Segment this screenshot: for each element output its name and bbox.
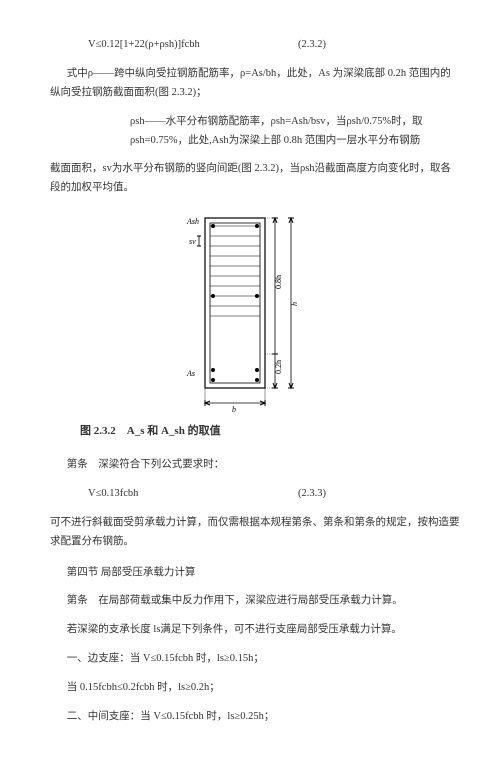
clause-formula-cond: 第条 深梁符合下列公式要求时： bbox=[50, 456, 460, 475]
para-support-length: 若深梁的支承长度 ls满足下列条件，可不进行支座局部受压承载力计算。 bbox=[50, 621, 460, 640]
definition-rho-sh-1: ρsh——水平分布钢筋配筋率，ρsh=Ash/bsv，当ρsh/0.75%时，取… bbox=[130, 113, 460, 151]
figure-caption: 图 2.3.2 A_s 和 A_sh 的取值 bbox=[80, 422, 460, 442]
svg-text:0.2h: 0.2h bbox=[274, 360, 283, 374]
svg-text:As: As bbox=[186, 369, 195, 378]
formula-2-3-2-expr: V≤0.12[1+22(ρ+ρsh)]fcbh bbox=[88, 36, 298, 55]
svg-text:b: b bbox=[232, 405, 236, 414]
svg-text:sv: sv bbox=[189, 237, 196, 246]
definition-rho-sh-2: 截面面积，sv为水平分布钢筋的竖向间距(图 2.3.2)，当ρsh沿截面高度方向… bbox=[50, 160, 460, 198]
formula-2-3-2: V≤0.12[1+22(ρ+ρsh)]fcbh (2.3.2) bbox=[88, 36, 460, 55]
formula-2-3-2-num: (2.3.2) bbox=[298, 36, 326, 55]
item-mid-support: 二、中间支座：当 V≤0.15fcbh 时，ls≥0.25h； bbox=[67, 708, 460, 727]
svg-text:h: h bbox=[290, 302, 299, 306]
section-4-title: 第四节 局部受压承载力计算 bbox=[50, 564, 460, 583]
svg-text:0.8h: 0.8h bbox=[274, 275, 283, 289]
formula-2-3-3: V≤0.13fcbh (2.3.3) bbox=[88, 485, 460, 504]
formula-2-3-3-num: (2.3.3) bbox=[298, 485, 326, 504]
item-edge-support-1: 一、边支座：当 V≤0.15fcbh 时，ls≥0.15h； bbox=[67, 650, 460, 669]
formula-2-3-3-expr: V≤0.13fcbh bbox=[88, 485, 298, 504]
item-edge-support-2: 当 0.15fcbh≤0.2fcbh 时，ls≥0.2h； bbox=[67, 679, 460, 698]
clause-local-compression: 第条 在局部荷载或集中反力作用下，深梁应进行局部受压承载力计算。 bbox=[50, 592, 460, 611]
figure-2-3-2: Ash sv As 0.8h 0.2h h b bbox=[175, 208, 335, 418]
para-shear-note: 可不进行斜截面受剪承载力计算，而仅需根据本规程第条、第条和第条的规定，按构造要求… bbox=[50, 514, 460, 552]
figure-caption-text: 图 2.3.2 A_s 和 A_sh 的取值 bbox=[80, 425, 221, 437]
svg-text:Ash: Ash bbox=[186, 217, 199, 226]
definition-rho: 式中ρ——跨中纵向受拉钢筋配筋率，ρ=As/bh，此处，As 为深梁底部 0.2… bbox=[50, 65, 460, 103]
